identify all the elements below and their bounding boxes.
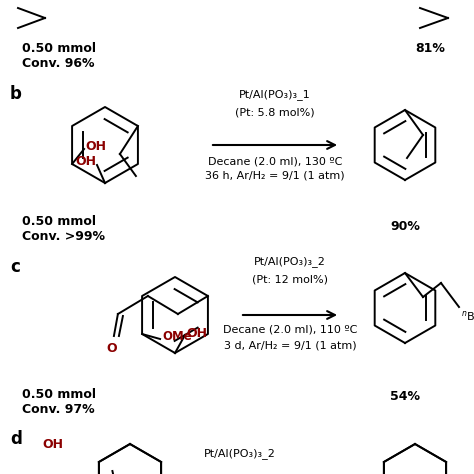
Text: 90%: 90% [390,220,420,233]
Text: d: d [10,430,22,448]
Text: OH: OH [85,140,106,153]
Text: Decane (2.0 ml), 110 ºC: Decane (2.0 ml), 110 ºC [223,325,357,335]
Text: (Pt: 5.8 mol%): (Pt: 5.8 mol%) [235,107,315,117]
Text: Pt/Al(PO₃)₃_2: Pt/Al(PO₃)₃_2 [254,256,326,267]
Text: Pt/Al(PO₃)₃_2: Pt/Al(PO₃)₃_2 [204,448,276,459]
Text: $^n$Bu: $^n$Bu [461,309,474,323]
Text: OH: OH [186,327,207,340]
Text: OMe: OMe [162,330,192,344]
Text: 81%: 81% [415,42,445,55]
Text: (Pt: 12 mol%): (Pt: 12 mol%) [252,275,328,285]
Text: 54%: 54% [390,390,420,403]
Text: OH: OH [75,155,96,168]
Text: OH: OH [42,438,63,451]
Text: Conv. 96%: Conv. 96% [22,57,94,70]
Text: Pt/Al(PO₃)₃_1: Pt/Al(PO₃)₃_1 [239,89,311,100]
Text: Conv. >99%: Conv. >99% [22,230,105,243]
Text: 36 h, Ar/H₂ = 9/1 (1 atm): 36 h, Ar/H₂ = 9/1 (1 atm) [205,171,345,181]
Text: O: O [107,342,117,355]
Text: c: c [10,258,20,276]
Text: Decane (2.0 ml), 130 ºC: Decane (2.0 ml), 130 ºC [208,157,342,167]
Text: 0.50 mmol: 0.50 mmol [22,215,96,228]
Text: 3 d, Ar/H₂ = 9/1 (1 atm): 3 d, Ar/H₂ = 9/1 (1 atm) [224,340,356,350]
Text: Conv. 97%: Conv. 97% [22,403,95,416]
Text: 0.50 mmol: 0.50 mmol [22,388,96,401]
Text: b: b [10,85,22,103]
Text: 0.50 mmol: 0.50 mmol [22,42,96,55]
